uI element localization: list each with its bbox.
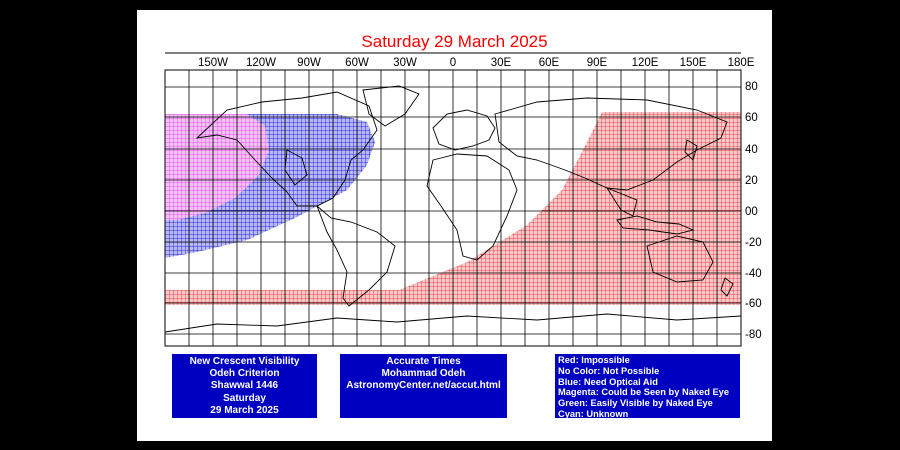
longitude-label: 60W [345, 57, 369, 69]
latitude-label: -40 [745, 268, 762, 280]
info-line: Accurate Times [386, 356, 461, 367]
info-line: New Crescent Visibility [189, 356, 300, 367]
latitude-label: -20 [745, 237, 762, 249]
longitude-label: 150W [198, 57, 228, 69]
longitude-label: 180E [728, 57, 755, 69]
info-line: Odeh Criterion [209, 368, 280, 380]
legend-box: Red: Impossible No Color: Not Possible Blu… [555, 354, 740, 419]
latitude-label: 60 [745, 112, 758, 124]
longitude-label: 60E [539, 57, 560, 69]
region-naked-eye [165, 114, 269, 220]
legend-entry: Green: Easily Visible by Naked Eye [558, 398, 713, 409]
longitude-label: 120W [246, 57, 276, 69]
accurate-times-box: Accurate Times Mohammad Odeh AstronomyCent… [340, 354, 507, 418]
info-line: 29 March 2025 [210, 404, 279, 416]
latitude-label: 80 [745, 81, 758, 93]
graticule [165, 70, 741, 346]
legend-entry: No Color: Not Possible [558, 365, 660, 376]
latitude-label: -80 [745, 329, 762, 341]
longitude-label: 90W [297, 57, 321, 69]
latitude-label: 40 [745, 144, 758, 156]
latitude-label: 20 [745, 175, 758, 187]
longitude-label: 30E [491, 57, 512, 69]
info-line: Shawwal 1446 [210, 380, 279, 392]
info-line: AstronomyCenter.net/accut.html [346, 380, 501, 392]
longitude-label: 120E [632, 57, 659, 69]
latitude-label: -60 [745, 298, 762, 310]
map-panel: 150W 120W 90W 60W 30W 0 30E 60E 90E 120E 150E 180E … [137, 10, 772, 441]
legend-entry: Red: Impossible [558, 355, 630, 365]
crescent-info-box: New Crescent Visibility Odeh Criterion Sha… [172, 354, 317, 418]
latitude-label: 00 [745, 206, 758, 218]
longitude-label: 30W [393, 57, 417, 69]
legend-entry: Cyan: Unknown [558, 408, 629, 419]
longitude-label: 90E [587, 57, 608, 69]
legend-entry: Magenta: Could be Seen by Naked Eye [558, 387, 730, 398]
info-line: Mohammad Odeh [381, 368, 466, 380]
visibility-map: 150W 120W 90W 60W 30W 0 30E 60E 90E 120E 150E 180E … [164, 52, 762, 347]
longitude-label: 150E [680, 57, 707, 69]
map-title: Saturday 29 March 2025 [361, 32, 548, 51]
coastlines [165, 85, 741, 333]
info-line: Saturday [223, 392, 266, 404]
longitude-label: 0 [450, 57, 456, 69]
legend-entry: Blue: Need Optical Aid [558, 376, 658, 387]
